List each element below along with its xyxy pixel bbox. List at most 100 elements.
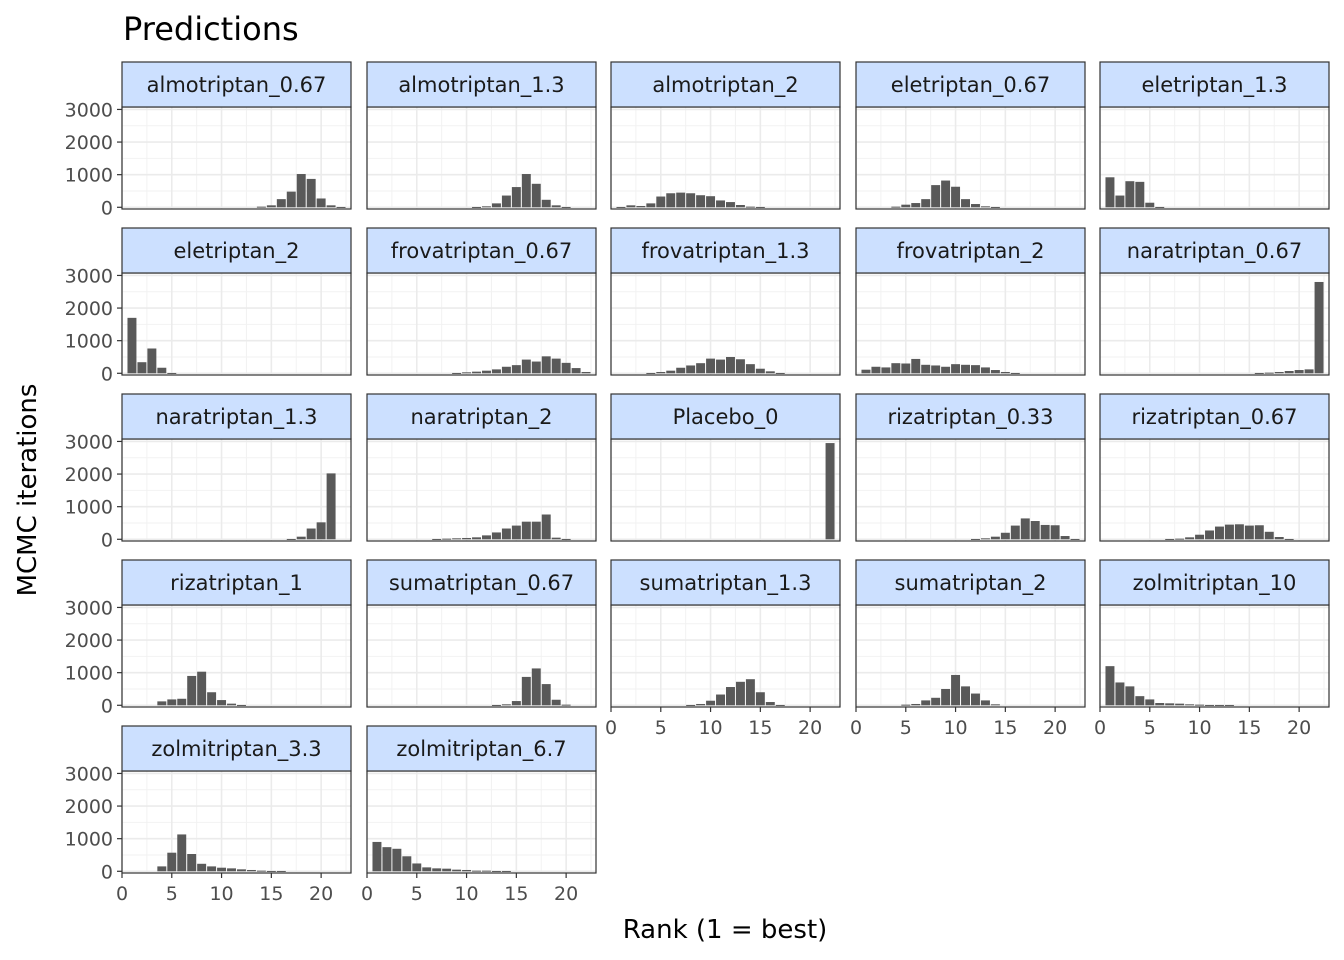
bar xyxy=(646,372,656,374)
bar xyxy=(296,536,306,540)
x-tick-label: 10 xyxy=(1187,717,1211,739)
bar xyxy=(402,856,412,872)
bar xyxy=(1125,181,1135,208)
bar xyxy=(1115,195,1125,208)
y-tick-label: 1000 xyxy=(65,331,113,353)
y-tick-label: 1000 xyxy=(65,165,113,187)
bar xyxy=(1214,704,1224,706)
bar xyxy=(676,367,686,374)
x-tick-label: 15 xyxy=(1237,717,1261,739)
bar xyxy=(472,371,482,374)
bar xyxy=(501,528,511,540)
y-tick-label: 2000 xyxy=(65,298,113,320)
bar xyxy=(276,199,286,208)
bar xyxy=(1155,206,1165,208)
bar xyxy=(472,206,482,208)
y-tick-label: 0 xyxy=(101,529,113,551)
bar xyxy=(521,676,531,706)
x-tick-label: 20 xyxy=(554,883,578,905)
facet-strip xyxy=(1099,393,1330,440)
y-tick-label: 3000 xyxy=(65,763,113,785)
bar xyxy=(227,703,237,706)
facet-panel: sumatriptan_1.3 0 5 10 15 20 xyxy=(605,559,841,739)
bar xyxy=(1125,686,1135,706)
bar xyxy=(706,700,716,706)
bar xyxy=(197,863,207,872)
facet-label: rizatriptan_0.67 xyxy=(1131,405,1297,430)
x-tick-label: 5 xyxy=(411,883,423,905)
facet-label: frovatriptan_1.3 xyxy=(641,239,809,264)
y-tick-label: 0 xyxy=(101,695,113,717)
facet-label: naratriptan_0.67 xyxy=(1127,239,1302,264)
bar xyxy=(1175,703,1185,706)
bar xyxy=(452,869,462,872)
bar xyxy=(1155,703,1165,706)
bar xyxy=(716,359,726,374)
bar xyxy=(157,367,167,374)
facet-panel: frovatriptan_1.3 xyxy=(610,227,841,376)
bar xyxy=(306,178,316,208)
bar xyxy=(1135,696,1145,706)
y-tick-label: 1000 xyxy=(65,663,113,685)
bar xyxy=(207,692,217,706)
bar xyxy=(881,367,891,374)
x-tick-label: 0 xyxy=(116,883,128,905)
x-tick-label: 10 xyxy=(454,883,478,905)
facet-label: frovatriptan_0.67 xyxy=(391,239,572,264)
bar xyxy=(891,206,901,208)
bar xyxy=(1105,177,1115,208)
facet-strip xyxy=(1099,559,1330,606)
bar xyxy=(941,366,951,374)
facet-label: eletriptan_0.67 xyxy=(891,73,1050,98)
bar xyxy=(481,535,491,540)
y-tick-label: 3000 xyxy=(65,99,113,121)
bar xyxy=(531,361,541,374)
x-tick-label: 10 xyxy=(943,717,967,739)
bar xyxy=(911,203,921,208)
facet-panels: almotriptan_0.670100020003000almotriptan… xyxy=(65,61,1330,905)
bar xyxy=(921,199,931,208)
facet-panel: zolmitriptan_10 0 5 10 15 20 xyxy=(1094,559,1330,739)
bar xyxy=(306,528,316,540)
bar xyxy=(921,700,931,706)
y-tick-label: 2000 xyxy=(65,132,113,154)
bar xyxy=(1254,372,1264,374)
bar xyxy=(1214,526,1224,540)
bar xyxy=(735,205,745,208)
bar xyxy=(1040,524,1050,540)
bar xyxy=(980,538,990,540)
x-tick-label: 20 xyxy=(1043,717,1067,739)
bar xyxy=(980,700,990,706)
bar xyxy=(561,206,571,208)
facet-label: almotriptan_1.3 xyxy=(398,73,564,98)
facet-strip xyxy=(366,725,597,772)
facet-panel: eletriptan_0.67 xyxy=(855,61,1086,210)
bar xyxy=(1050,525,1060,540)
bar xyxy=(187,854,197,872)
bar xyxy=(1264,372,1274,374)
facet-strip xyxy=(610,61,841,108)
bar xyxy=(521,174,531,208)
bar xyxy=(551,699,561,706)
x-tick-label: 0 xyxy=(850,717,862,739)
facet-strip xyxy=(366,393,597,440)
y-tick-label: 2000 xyxy=(65,464,113,486)
facet-label: eletriptan_1.3 xyxy=(1141,73,1287,98)
bar xyxy=(1234,524,1244,540)
bar xyxy=(236,869,246,872)
facet-panel: eletriptan_1.3 xyxy=(1099,61,1330,210)
bar xyxy=(656,371,666,374)
x-tick-label: 15 xyxy=(259,883,283,905)
y-tick-label: 3000 xyxy=(65,265,113,287)
facet-panel: rizatriptan_0.33 xyxy=(855,393,1086,542)
bar xyxy=(286,538,296,540)
bar xyxy=(765,371,775,374)
facet-label: naratriptan_1.3 xyxy=(155,405,317,430)
facet-strip xyxy=(610,227,841,274)
x-tick-label: 10 xyxy=(698,717,722,739)
facet-strip xyxy=(121,559,352,606)
bar xyxy=(745,206,755,208)
bar xyxy=(706,358,716,374)
bar xyxy=(511,525,521,540)
bar xyxy=(452,538,462,540)
